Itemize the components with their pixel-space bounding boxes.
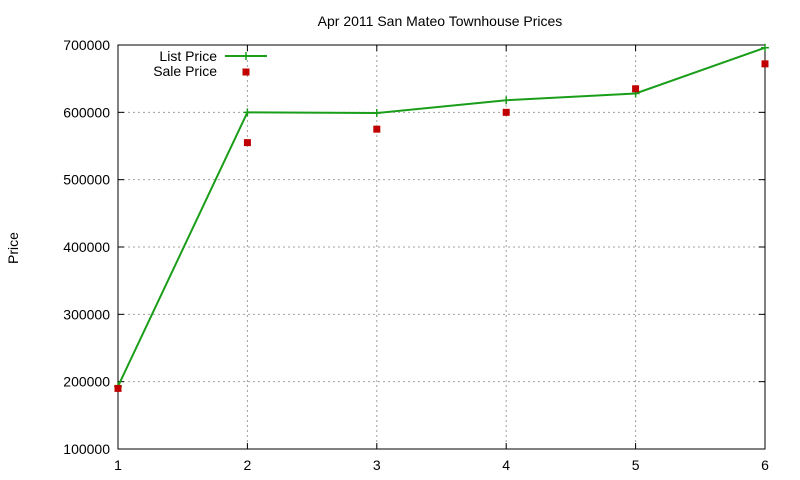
x-tick-label: 5 <box>632 457 640 473</box>
legend-label: List Price <box>159 48 217 64</box>
sale-price-point <box>502 108 510 116</box>
series <box>114 43 769 392</box>
list-price-point <box>372 109 381 118</box>
list-price-point <box>761 43 769 52</box>
y-tick-label: 100000 <box>63 441 110 457</box>
legend-label: Sale Price <box>153 63 217 79</box>
series-1 <box>114 60 769 392</box>
x-tick-label: 3 <box>373 457 381 473</box>
sale-price-point <box>114 384 122 392</box>
list-price-point <box>243 108 252 117</box>
x-tick-label: 4 <box>502 457 510 473</box>
y-tick-label: 400000 <box>63 239 110 255</box>
y-tick-label: 500000 <box>63 172 110 188</box>
x-tick-label: 6 <box>761 457 769 473</box>
x-tick-label: 1 <box>114 457 122 473</box>
list-price-point <box>502 96 511 105</box>
y-tick-label: 600000 <box>63 104 110 120</box>
sale-price-point <box>632 85 640 93</box>
chart-title: Apr 2011 San Mateo Townhouse Prices <box>318 13 563 29</box>
y-axis-label: Price <box>5 232 21 264</box>
y-tick-label: 200000 <box>63 374 110 390</box>
legend-marker <box>242 68 250 76</box>
plot-frame <box>117 44 766 450</box>
sale-price-point <box>243 139 251 147</box>
y-tick-label: 300000 <box>63 306 110 322</box>
grid <box>118 45 765 449</box>
x-tick-label: 2 <box>244 457 252 473</box>
series-0 <box>114 43 769 391</box>
y-tick-label: 700000 <box>63 37 110 53</box>
legend-marker <box>242 52 250 60</box>
sale-price-point <box>761 60 769 68</box>
axis-ticks: 1 2 3 4 5 6 100000 200000 300000 400000 500000 6000… <box>63 37 769 473</box>
sale-price-point <box>373 125 381 133</box>
list-price-line <box>117 46 766 387</box>
